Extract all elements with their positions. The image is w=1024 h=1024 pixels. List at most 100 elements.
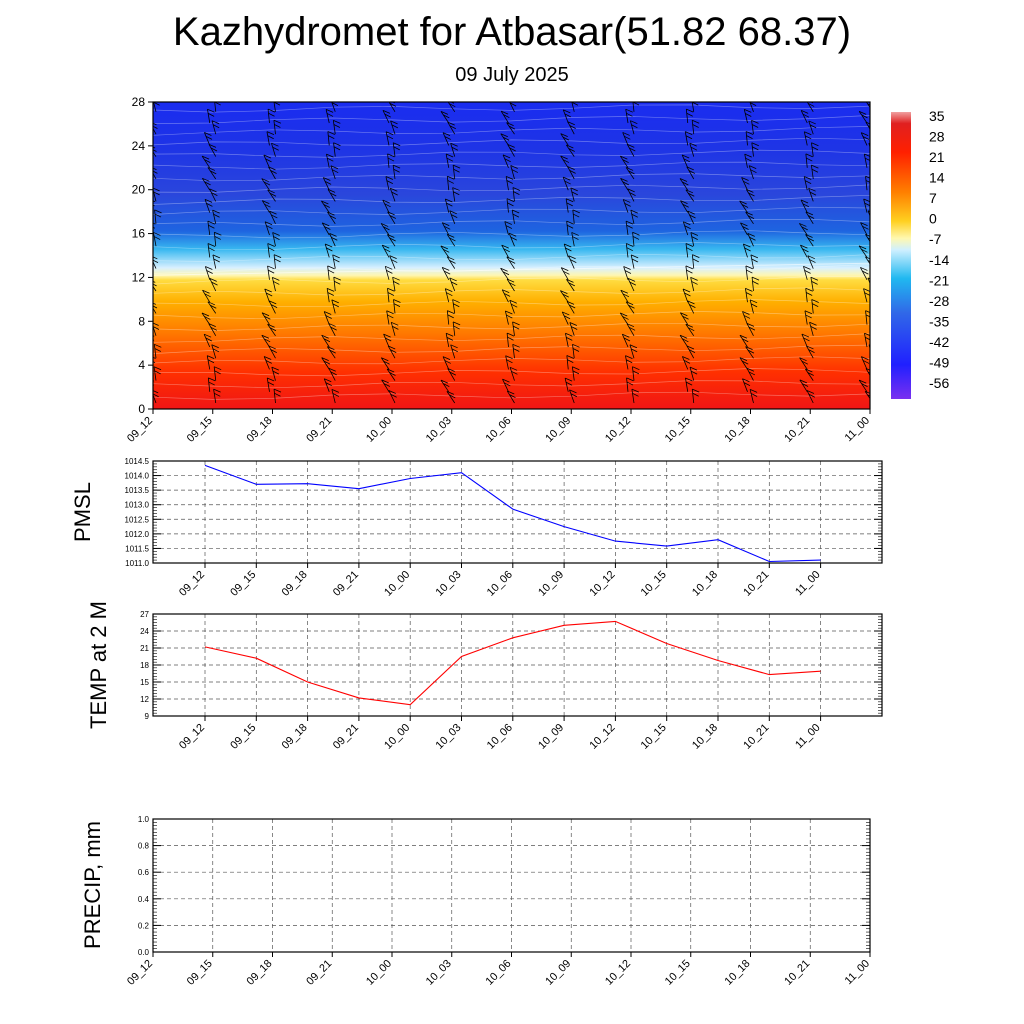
x-tick-label: 09_18 [280,569,310,599]
wind-barb [386,368,396,381]
wind-barb [686,345,696,359]
x-tick-label: 10_03 [424,958,454,988]
wind-barb [627,277,637,292]
wind-barb [690,276,698,292]
wind-barb [799,357,809,370]
x-tick-label: 10_21 [741,722,771,752]
wind-barb [865,310,870,325]
y-tick-label: 0 [138,402,145,416]
wind-barb [442,356,451,370]
wind-barb [806,345,815,359]
wind-barb [682,356,691,370]
x-tick-label: 10_18 [690,569,720,599]
y-tick-label: 1012.0 [125,530,150,539]
wind-barb [691,119,700,135]
x-tick-label: 10_15 [639,569,669,599]
x-tick-label: 11_00 [793,722,823,752]
colorbar-label: -56 [929,375,949,391]
y-tick-label: 4 [138,358,145,372]
temperature-wind-heatmap: 0 4 8 12 16 20 24 28 09_12 09_15 09_18 09_21 10_00 10… [125,95,878,445]
x-tick-label: 09_12 [125,958,155,988]
wind-barb [622,132,631,146]
wind-barb [261,334,271,348]
wind-barb [860,267,869,280]
wind-barb [440,245,450,258]
wind-barb [207,167,217,180]
x-tick-label: 09_21 [304,958,334,988]
wind-barb [386,234,396,247]
wind-barb [871,188,878,202]
wind-barb [382,199,391,213]
wind-barb [327,211,336,225]
wind-barb [685,323,695,337]
wind-barb [625,355,633,370]
wind-barb [209,188,218,202]
wind-barb [799,223,808,236]
wind-barb [690,232,699,247]
wind-barb [153,167,158,180]
wind-barb [860,222,869,236]
x-tick-label: 10_12 [603,415,633,445]
wind-barb [392,164,401,180]
wind-barb [565,332,573,348]
wind-barb [384,265,393,280]
wind-barb [142,291,150,303]
wind-barb [627,188,636,202]
wind-barb [440,111,450,124]
colorbar-label: -14 [929,252,949,268]
wind-barb [332,119,341,135]
wind-barb [333,276,341,292]
contour-line [153,206,870,215]
wind-barb [808,187,817,202]
wind-barbs [142,102,878,404]
colorbar-label: 35 [929,108,945,124]
wind-barb [562,109,571,124]
wind-barb [390,120,399,135]
x-tick-label: 09_21 [304,415,334,445]
wind-barb [325,108,334,124]
wind-barb [632,231,640,247]
wind-barb [680,200,689,213]
contour-line [153,344,870,354]
wind-barb [743,109,752,124]
x-tick-label: 10_06 [484,958,514,988]
x-tick-label: 10_15 [663,415,693,445]
wind-barb [153,302,158,314]
wind-barb [800,199,810,213]
colorbar-label: -49 [929,354,949,370]
wind-barb [208,143,218,157]
wind-barb [329,233,338,247]
wind-barb [212,209,220,224]
wind-barb [261,200,271,213]
x-tick-label: 09_18 [280,722,310,752]
wind-barb [867,210,870,218]
wind-barb [863,153,870,168]
x-tick-label: 10_21 [782,958,812,988]
x-tick-label: 09_15 [185,415,215,445]
wind-barb [381,379,391,393]
wind-barb [326,287,335,303]
contour-line [153,173,870,182]
wind-barb [273,254,282,269]
wind-barb [750,254,759,269]
wind-barb [264,221,273,236]
wind-barb [566,355,575,370]
wind-barb [506,122,516,135]
wind-barb [560,290,569,303]
wind-barb [263,356,272,370]
wind-barb [501,289,511,303]
wind-barb [213,388,221,404]
wind-barb [153,322,160,336]
wind-barb [751,276,760,292]
wind-barb [749,389,758,404]
wind-barb [268,300,278,314]
y-tick-label: 0.0 [138,948,150,957]
wind-barb [561,311,571,325]
wind-barb [321,334,331,348]
wind-barb [566,278,575,292]
wind-barb [385,176,394,191]
wind-barb [272,232,280,247]
y-tick-label: 1014.0 [125,472,150,481]
wind-barb [142,156,150,168]
freezing-level-line [152,262,871,276]
